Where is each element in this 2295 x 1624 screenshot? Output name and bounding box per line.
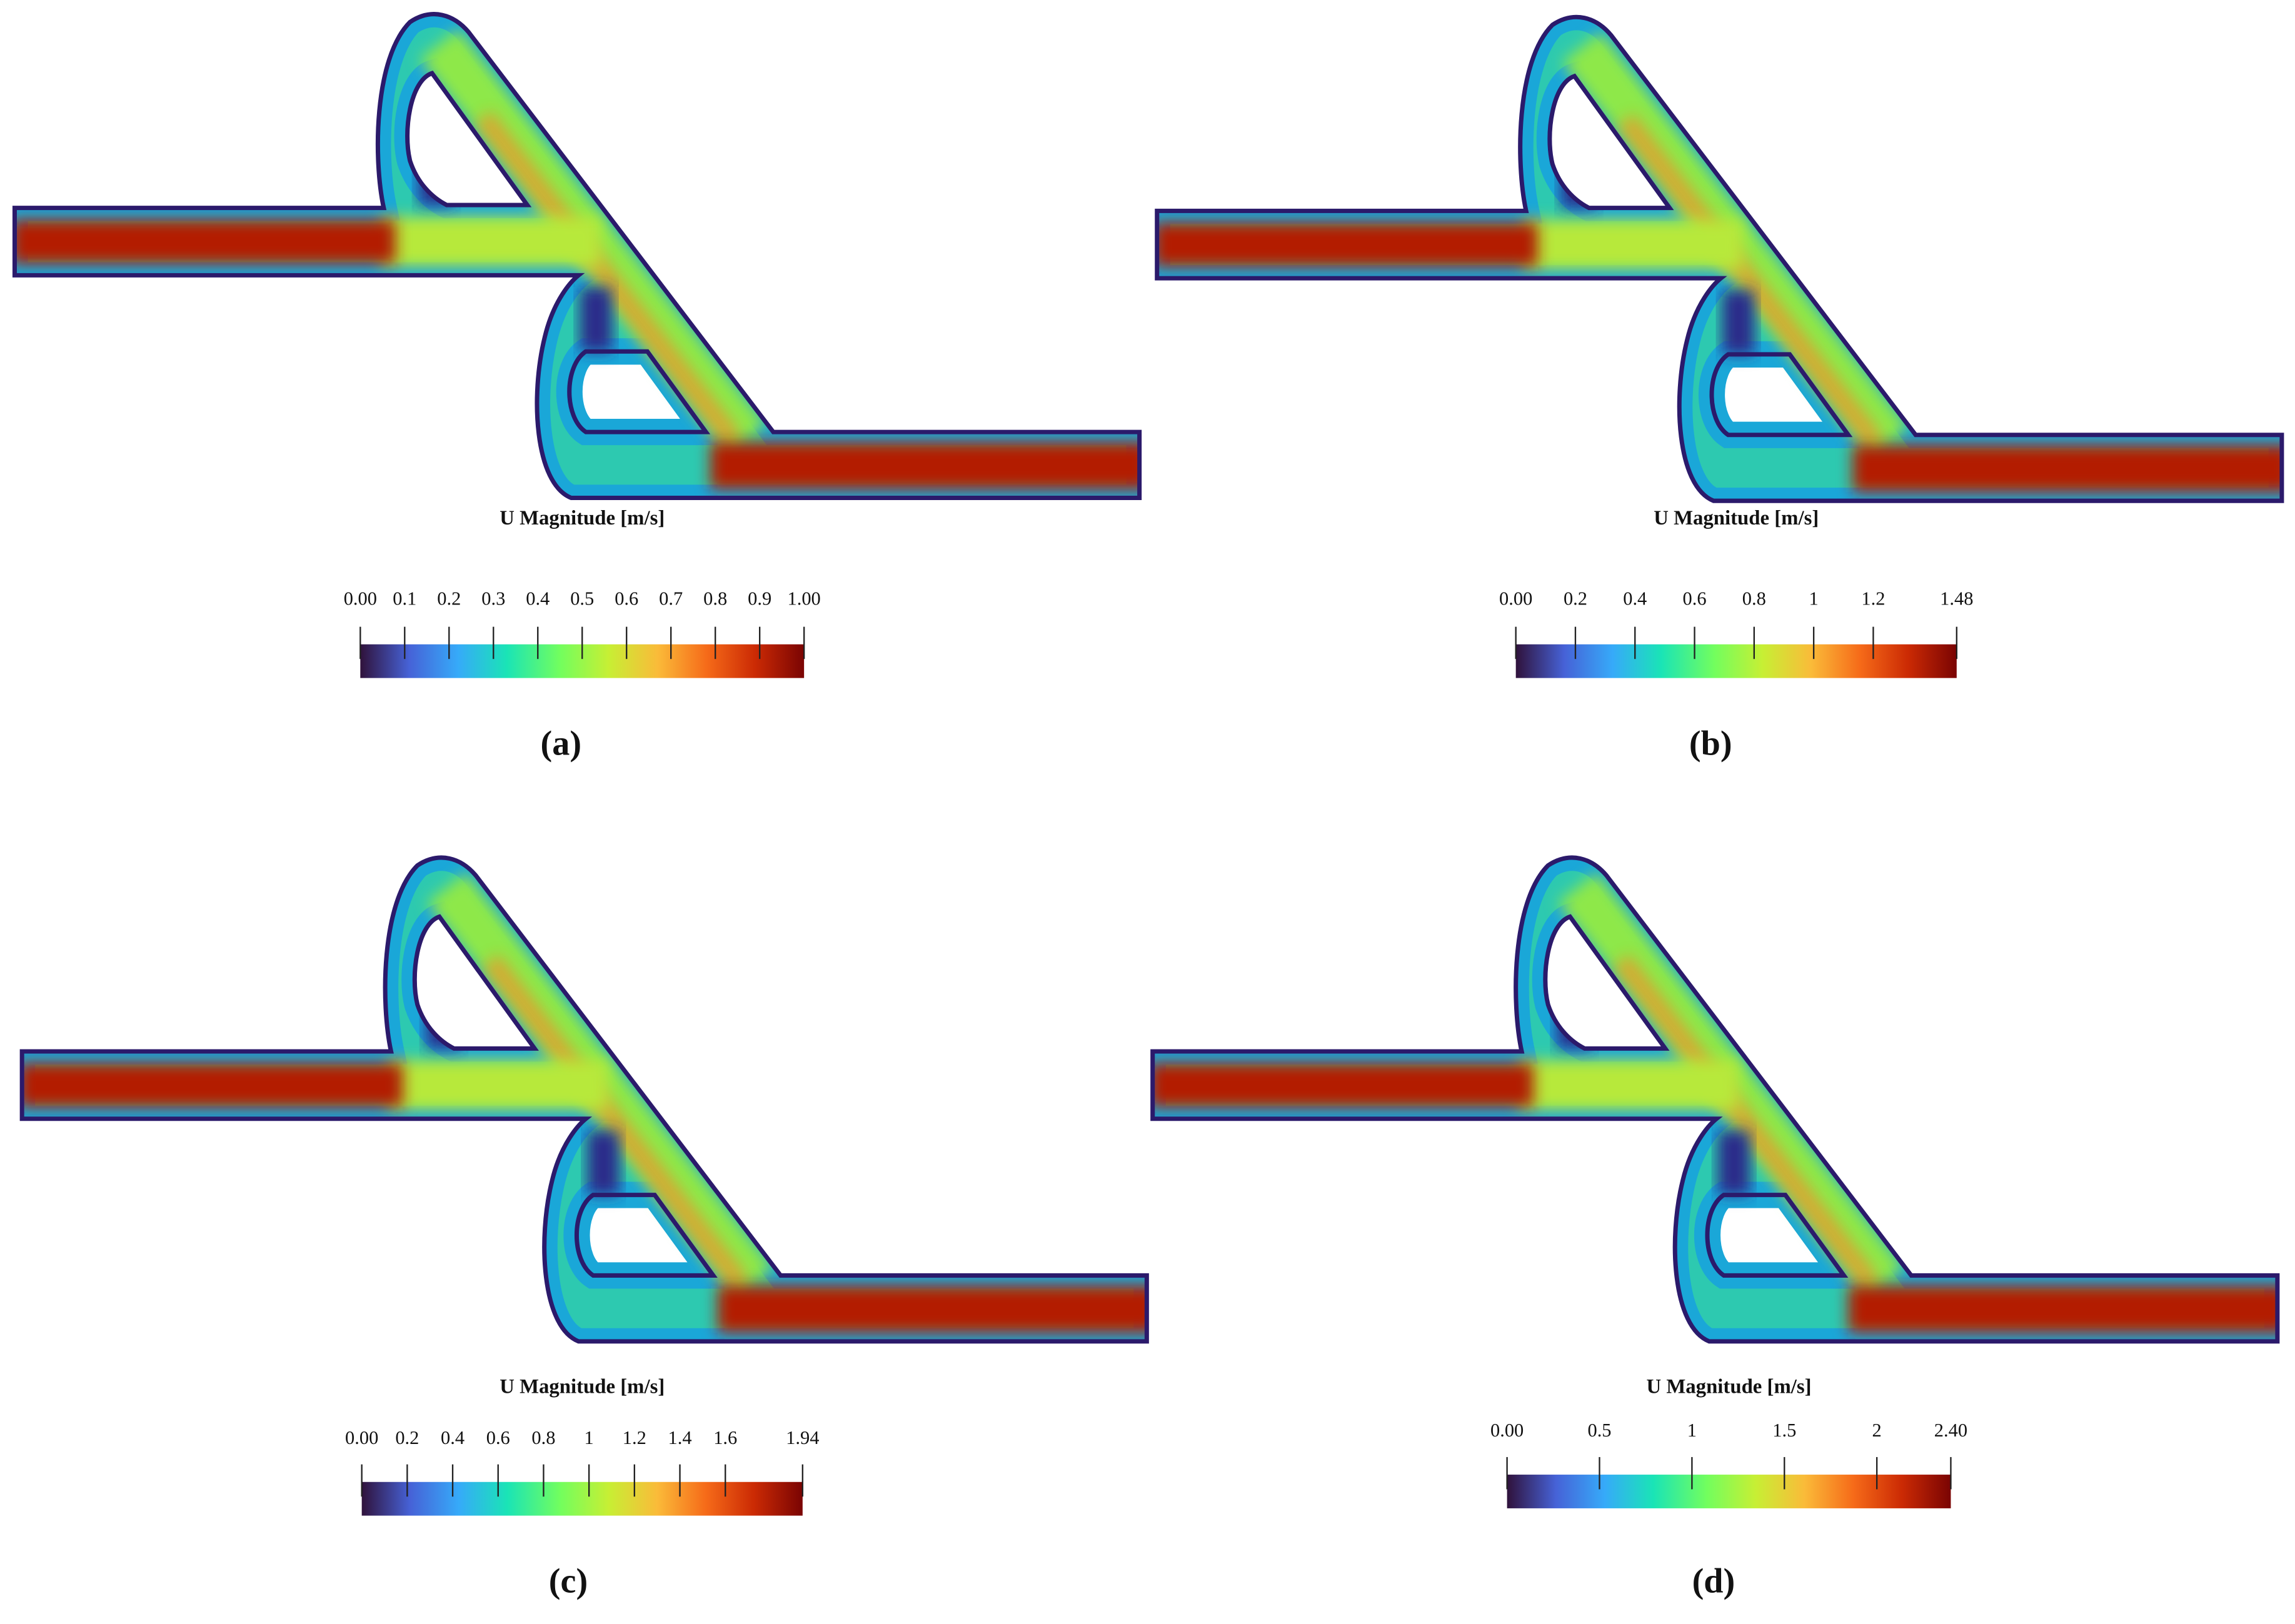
colorbar-tick-label: 0.6 [486,1427,510,1448]
colorbar-tick-label: 1.4 [668,1427,692,1448]
colorbar-tick-label: 1 [1687,1420,1697,1441]
colorbar-tick-label: 1.48 [1940,588,1973,609]
colorbar-tick-label: 1.00 [788,588,821,609]
colorbar-title: U Magnitude [m/s] [1647,1375,1812,1398]
colorbar-tick-label: 0.8 [531,1427,555,1448]
velocity-field [12,14,1150,498]
colorbar-tick-label: 0.2 [437,588,461,609]
colorbar-tick-label: 1.6 [713,1427,737,1448]
colorbar-tick-label: 1 [585,1427,594,1448]
velocity-field [1154,17,2292,501]
colorbar-tick-label: 1.2 [623,1427,646,1448]
colorbar-tick-label: 0.6 [615,588,638,609]
colorbar-tick-label: 1 [1809,588,1819,609]
colorbar-tick-label: 2 [1872,1420,1882,1441]
colorbar [361,1481,803,1516]
colorbar-tick-label: 0.5 [1587,1420,1611,1441]
colorbar-tick-label: 0.4 [526,588,550,609]
velocity-field [1150,858,2287,1341]
colorbar-tick-label: 1.94 [786,1427,819,1448]
colorbar-tick-label: 1.5 [1772,1420,1796,1441]
panel-label: (b) [1689,724,1732,763]
colorbar-tick-label: 0.2 [1564,588,1587,609]
panel-label: (c) [549,1562,588,1601]
colorbar-tick-label: 0.00 [1499,588,1532,609]
colorbar-tick-label: 0.8 [703,588,727,609]
colorbar-tick-label: 0.3 [481,588,505,609]
colorbar-tick-label: 2.40 [1934,1420,1967,1441]
colorbar [1515,644,1957,678]
velocity-field [19,858,1157,1341]
panel-label: (d) [1692,1562,1735,1601]
colorbar-tick-label: 0.7 [659,588,683,609]
colorbar-tick-label: 0.9 [748,588,771,609]
colorbar-title: U Magnitude [m/s] [500,1375,665,1398]
colorbar-tick-label: 0.00 [1490,1420,1524,1441]
colorbar-tick-label: 0.4 [441,1427,465,1448]
colorbar-tick-label: 0.1 [393,588,416,609]
colorbar-tick-label: 0.6 [1683,588,1707,609]
colorbar-tick-label: 0.2 [395,1427,419,1448]
colorbar-tick-label: 1.2 [1861,588,1885,609]
colorbar-tick-label: 0.00 [344,588,377,609]
colorbar-title: U Magnitude [m/s] [500,507,665,529]
colorbar-tick-label: 0.00 [345,1427,378,1448]
colorbar-tick-label: 0.5 [570,588,594,609]
colorbar-tick-label: 0.4 [1623,588,1647,609]
colorbar-tick-label: 0.8 [1742,588,1766,609]
colorbar-title: U Magnitude [m/s] [1654,507,1819,529]
colorbar [1507,1475,1951,1508]
panel-label: (a) [540,724,581,763]
